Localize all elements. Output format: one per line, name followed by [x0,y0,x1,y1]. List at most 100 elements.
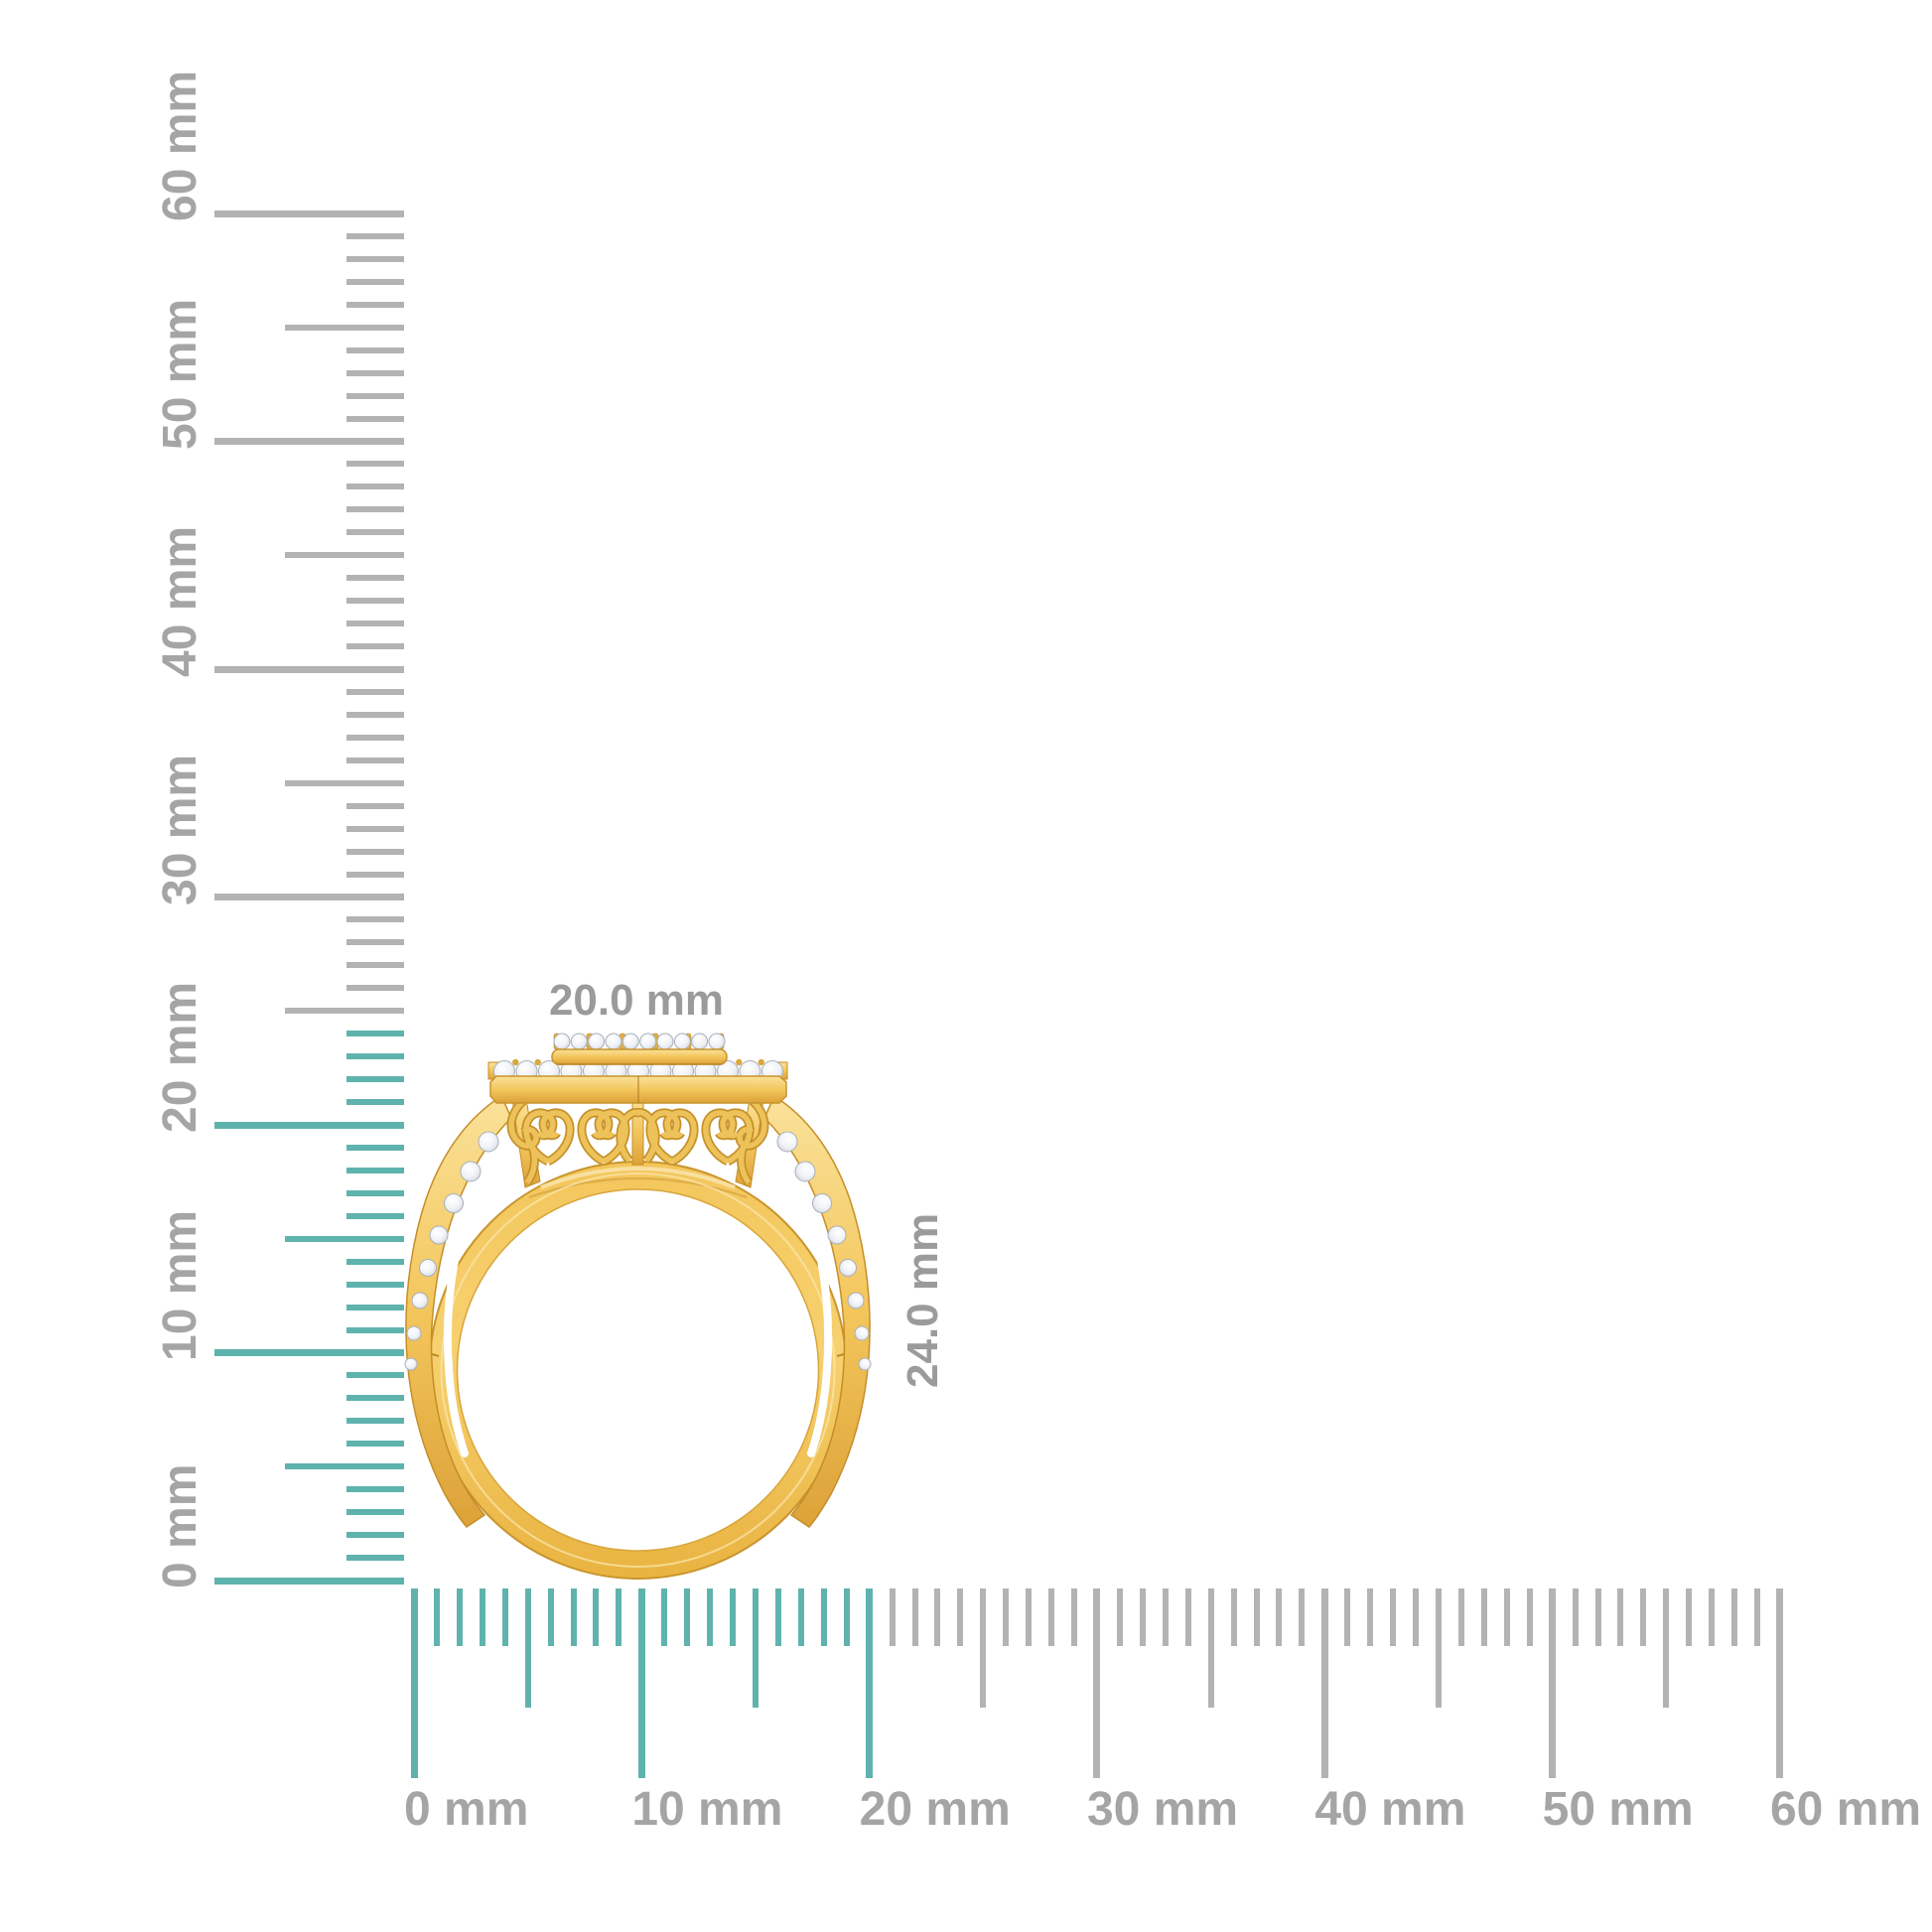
v-ruler-tick-49mm [346,461,404,468]
v-ruler-tick-60mm [214,209,404,217]
h-ruler-tick-30mm [1093,1588,1101,1778]
halo-tier [487,1058,788,1104]
v-ruler-tick-13mm [346,1281,404,1288]
h-ruler-tick-33mm [1162,1588,1169,1646]
h-ruler-label-30mm: 30 mm [1086,1783,1239,1836]
v-ruler-tick-30mm [214,894,404,900]
h-ruler-tick-26mm [1003,1588,1010,1646]
shank-arm [405,1094,512,1528]
v-ruler-tick-31mm [346,871,404,878]
h-ruler-tick-43mm [1390,1588,1397,1646]
v-ruler-tick-51mm [346,415,404,422]
h-ruler-tick-32mm [1139,1588,1146,1646]
v-ruler-tick-52mm [346,392,404,399]
h-ruler-tick-54mm [1640,1588,1647,1646]
width-dimension-label: 20.0 mm [548,976,725,1025]
shoulder-pave-stones [404,1131,499,1371]
diamond [673,1033,691,1050]
h-ruler-tick-5mm [524,1588,531,1708]
v-ruler-tick-9mm [346,1372,404,1379]
v-ruler-tick-56mm [346,301,404,308]
h-ruler-tick-49mm [1526,1588,1533,1646]
v-ruler-tick-17mm [346,1189,404,1196]
diamond [406,1325,422,1341]
h-ruler-tick-14mm [730,1588,737,1646]
v-ruler-tick-3mm [346,1509,404,1516]
h-ruler-tick-16mm [774,1588,781,1646]
v-ruler-tick-22mm [346,1076,404,1083]
h-ruler-tick-10mm [637,1588,645,1778]
v-ruler-tick-8mm [346,1395,404,1402]
h-ruler-tick-40mm [1320,1588,1328,1778]
h-ruler-tick-55mm [1663,1588,1670,1708]
h-ruler-tick-56mm [1686,1588,1693,1646]
v-ruler-tick-42mm [346,621,404,627]
diamond [419,1259,437,1277]
v-ruler-tick-39mm [346,688,404,695]
ring-band [410,1161,866,1580]
v-ruler-tick-37mm [346,734,404,741]
diamond [460,1161,482,1182]
h-ruler-tick-38mm [1276,1588,1283,1646]
h-ruler-label-0mm: 0 mm [404,1783,529,1836]
h-ruler-tick-41mm [1344,1588,1351,1646]
v-ruler-tick-23mm [346,1053,404,1060]
diamond [621,1033,639,1050]
v-ruler-tick-1mm [346,1555,404,1562]
h-ruler-tick-11mm [661,1588,668,1646]
diamond [478,1131,499,1153]
h-ruler-tick-50mm [1549,1588,1557,1778]
diamond [708,1033,726,1050]
h-ruler-tick-52mm [1594,1588,1601,1646]
v-ruler-tick-55mm [285,324,404,331]
v-ruler-tick-53mm [346,369,404,376]
h-ruler-tick-59mm [1754,1588,1761,1646]
v-ruler-tick-15mm [285,1235,404,1242]
halo-plate [489,1075,787,1104]
v-ruler-tick-48mm [346,483,404,490]
v-ruler-tick-14mm [346,1258,404,1265]
h-ruler-tick-24mm [957,1588,964,1646]
h-ruler-tick-17mm [797,1588,804,1646]
v-ruler-tick-38mm [346,711,404,718]
h-ruler-tick-15mm [752,1588,759,1708]
v-ruler-tick-10mm [214,1349,404,1356]
diamond [404,1357,418,1371]
halo-prong [534,1058,541,1066]
h-ruler-tick-4mm [501,1588,508,1646]
v-ruler-tick-59mm [346,232,404,239]
v-ruler-tick-11mm [346,1326,404,1333]
h-ruler-label-60mm: 60 mm [1769,1783,1922,1836]
v-ruler-label-60mm: 60 mm [154,69,207,221]
h-ruler-tick-13mm [707,1588,714,1646]
h-ruler-tick-34mm [1184,1588,1191,1646]
v-ruler-tick-19mm [346,1144,404,1151]
v-ruler-tick-7mm [346,1418,404,1425]
v-ruler-tick-21mm [346,1099,404,1106]
v-ruler-tick-26mm [346,985,404,992]
h-ruler-label-50mm: 50 mm [1542,1783,1694,1836]
h-ruler-tick-21mm [889,1588,896,1646]
v-ruler-label-10mm: 10 mm [154,1209,207,1361]
v-ruler-label-0mm: 0 mm [154,1463,207,1588]
v-ruler-tick-43mm [346,598,404,605]
diamond [429,1225,449,1245]
h-ruler-tick-58mm [1731,1588,1738,1646]
v-ruler-tick-34mm [346,802,404,809]
v-ruler-tick-50mm [214,438,404,445]
halo-prong [758,1058,764,1066]
h-ruler-tick-28mm [1048,1588,1055,1646]
diamond [588,1033,606,1050]
v-ruler-tick-41mm [346,643,404,650]
v-ruler-tick-36mm [346,757,404,763]
top-plate [551,1048,728,1065]
h-ruler-tick-51mm [1572,1588,1579,1646]
h-ruler-tick-57mm [1709,1588,1716,1646]
v-ruler-tick-47mm [346,506,404,513]
v-ruler-tick-33mm [346,825,404,832]
v-ruler-tick-32mm [346,848,404,855]
v-ruler-tick-0mm [214,1577,404,1585]
v-ruler-label-30mm: 30 mm [154,754,207,905]
h-ruler-tick-0mm [410,1588,418,1778]
h-ruler-label-10mm: 10 mm [631,1783,783,1836]
